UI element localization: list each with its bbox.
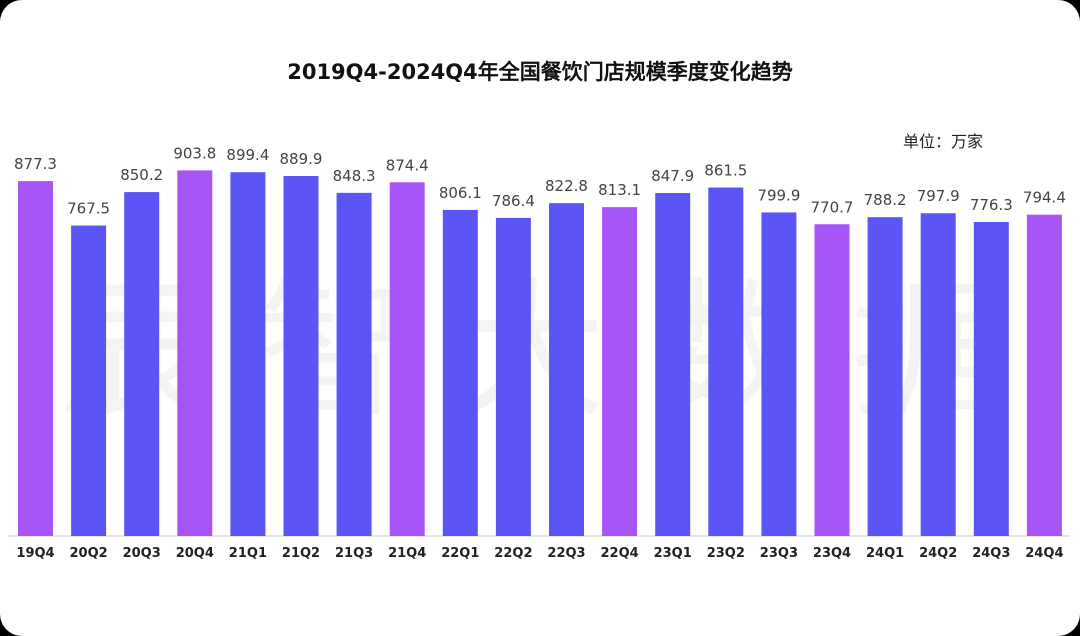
tick-label-22Q3: 22Q3 <box>547 546 585 561</box>
bar-19Q4 <box>18 181 53 537</box>
tick-label-24Q1: 24Q1 <box>866 546 904 561</box>
data-label-22Q1: 806.1 <box>439 184 482 202</box>
data-label-21Q4: 874.4 <box>386 156 429 174</box>
data-label-22Q2: 786.4 <box>492 192 535 210</box>
bar-21Q2 <box>283 176 319 536</box>
tick-label-21Q3: 21Q3 <box>335 546 373 561</box>
chart-title: 2019Q4-2024Q4年全国餐饮门店规模季度变化趋势 <box>287 60 793 84</box>
data-label-20Q3: 850.2 <box>120 166 163 184</box>
data-label-21Q3: 848.3 <box>333 167 376 185</box>
tick-label-19Q4: 19Q4 <box>16 546 54 561</box>
bar-21Q1 <box>230 172 266 537</box>
data-label-24Q3: 776.3 <box>970 196 1013 214</box>
bar-22Q1 <box>442 209 478 536</box>
data-label-23Q2: 861.5 <box>704 162 747 180</box>
tick-label-23Q4: 23Q4 <box>813 546 851 561</box>
data-label-24Q2: 797.9 <box>917 187 960 205</box>
tick-label-23Q2: 23Q2 <box>707 546 745 561</box>
bar-20Q3 <box>124 192 160 536</box>
tick-label-22Q4: 22Q4 <box>601 546 639 561</box>
bar-20Q4 <box>177 170 213 536</box>
data-label-23Q3: 799.9 <box>757 186 800 204</box>
bar-24Q3 <box>973 221 1009 537</box>
bar-21Q3 <box>336 192 372 536</box>
tick-label-24Q2: 24Q2 <box>919 546 957 561</box>
bar-24Q4 <box>1026 214 1062 536</box>
tick-label-22Q2: 22Q2 <box>494 546 532 561</box>
tick-label-20Q4: 20Q4 <box>176 546 214 561</box>
tick-label-23Q3: 23Q3 <box>760 546 798 561</box>
bar-20Q2 <box>71 225 107 536</box>
tick-label-24Q3: 24Q3 <box>972 546 1010 561</box>
data-label-24Q1: 788.2 <box>864 191 907 209</box>
tick-label-20Q3: 20Q3 <box>123 546 161 561</box>
unit-label: 单位：万家 <box>903 132 984 151</box>
bar-22Q2 <box>495 217 531 537</box>
tick-label-24Q4: 24Q4 <box>1025 546 1063 561</box>
bar-23Q4 <box>814 224 850 537</box>
bar-22Q3 <box>549 203 584 536</box>
tick-label-21Q1: 21Q1 <box>229 546 267 561</box>
data-label-22Q4: 813.1 <box>598 181 641 199</box>
tick-label-23Q1: 23Q1 <box>654 546 692 561</box>
data-label-24Q4: 794.4 <box>1023 189 1066 207</box>
bar-23Q3 <box>761 212 797 537</box>
data-label-21Q1: 899.4 <box>226 146 269 164</box>
data-label-22Q3: 822.8 <box>545 177 588 195</box>
bar-22Q4 <box>602 207 638 536</box>
bar-24Q1 <box>867 217 903 536</box>
bar-24Q2 <box>920 213 956 536</box>
bar-23Q1 <box>655 193 691 536</box>
bar-21Q4 <box>389 182 425 536</box>
data-label-21Q2: 889.9 <box>280 150 323 168</box>
data-label-23Q1: 847.9 <box>651 167 694 185</box>
bar-23Q2 <box>708 187 744 536</box>
tick-label-20Q2: 20Q2 <box>70 546 108 561</box>
tick-label-21Q2: 21Q2 <box>282 546 320 561</box>
data-label-19Q4: 877.3 <box>14 155 57 173</box>
data-label-20Q2: 767.5 <box>67 200 110 218</box>
data-label-23Q4: 770.7 <box>811 198 854 216</box>
tick-label-22Q1: 22Q1 <box>441 546 479 561</box>
data-label-20Q4: 903.8 <box>173 144 216 162</box>
tick-label-21Q4: 21Q4 <box>388 546 426 561</box>
